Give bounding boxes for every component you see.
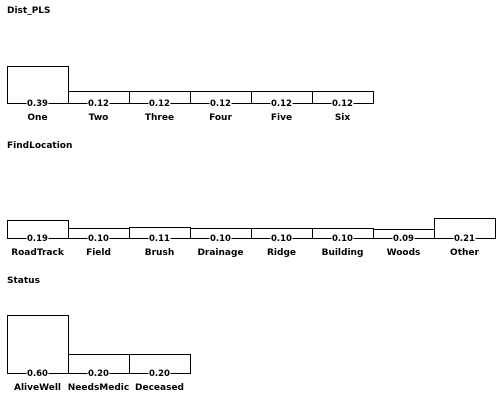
value-label-bg [87,99,110,108]
chart-title: Dist_PLS [7,6,51,16]
category-label: Brush [145,248,174,258]
value-label: 0.12 [149,99,170,109]
category-label: RoadTrack [11,248,65,258]
value-label-bg [392,234,415,243]
category-label: Drainage [197,248,243,258]
category-label: Five [271,113,292,123]
category-label: Ridge [267,248,296,258]
category-label: Deceased [135,383,184,393]
value-label-bg [209,99,232,108]
value-label: 0.10 [210,234,231,244]
chart-panel-1: FindLocation 0.19 RoadTrack 0.10 Field 0.11 Br… [7,141,496,258]
bar-One [7,66,69,104]
value-label: 0.19 [27,234,48,244]
category-label: Two [89,113,109,123]
category-label: Four [209,113,232,123]
category-label: One [27,113,47,123]
value-label-bg [26,369,49,378]
value-label: 0.10 [271,234,292,244]
value-label: 0.10 [332,234,353,244]
value-label-bg [270,234,293,243]
category-label: Building [322,248,364,258]
value-label-bg [26,99,49,108]
value-label: 0.12 [271,99,292,109]
category-label: Six [335,113,351,123]
category-label: Woods [387,248,421,258]
value-label-bg [270,99,293,108]
category-label: Other [450,248,479,258]
value-label-bg [331,234,354,243]
value-label: 0.39 [27,99,48,109]
bar-AliveWell [7,315,69,374]
chart-panel-2: Status 0.60 AliveWell 0.20 NeedsMedic 0.20 Dec… [7,276,191,393]
category-label: Three [145,113,174,123]
value-label: 0.10 [88,234,109,244]
chart-title: FindLocation [7,141,72,151]
chart-title: Status [7,276,40,286]
chart-panel-0: Dist_PLS 0.39 One 0.12 Two 0.12 Three 0.12 Four 0… [7,6,374,123]
value-label-bg [87,234,110,243]
value-label-bg [148,99,171,108]
category-label: NeedsMedic [68,383,129,393]
value-label-bg [148,234,171,243]
value-label-bg [331,99,354,108]
value-label-bg [148,369,171,378]
value-label: 0.60 [27,369,48,379]
value-label-bg [87,369,110,378]
category-label: AliveWell [14,383,61,393]
value-label-bg [209,234,232,243]
value-label: 0.11 [149,234,170,244]
value-label: 0.20 [149,369,170,379]
value-label-bg [453,234,476,243]
value-label: 0.21 [454,234,475,244]
category-label: Field [86,248,111,258]
value-label: 0.09 [393,234,414,244]
value-label-bg [26,234,49,243]
value-label: 0.20 [88,369,109,379]
value-label: 0.12 [88,99,109,109]
value-label: 0.12 [332,99,353,109]
value-label: 0.12 [210,99,231,109]
